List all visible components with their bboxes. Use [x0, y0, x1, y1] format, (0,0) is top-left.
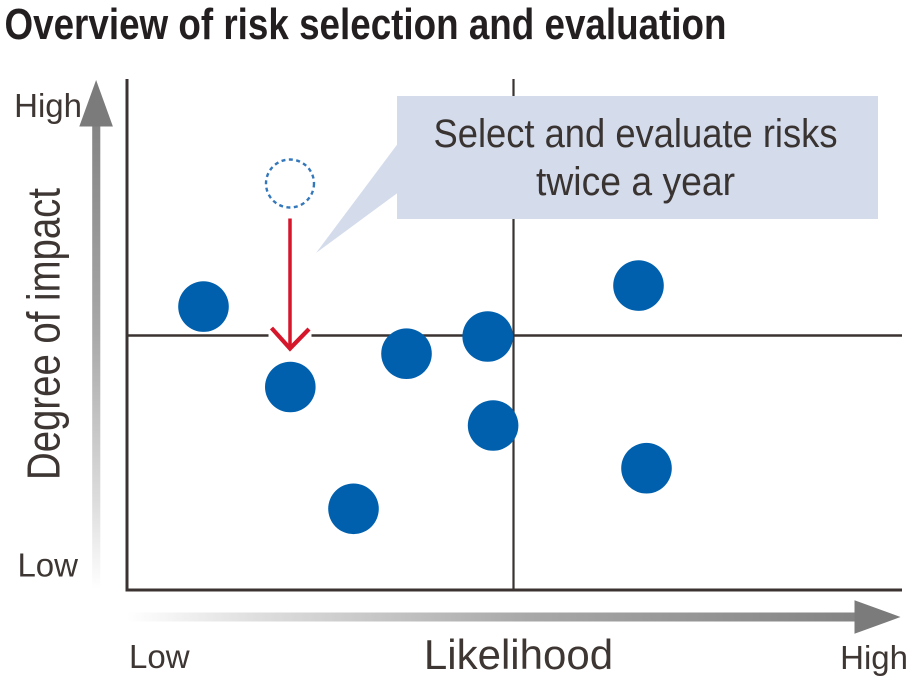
svg-text:Select and evaluate risks: Select and evaluate risks	[434, 112, 838, 156]
svg-text:twice a year: twice a year	[536, 160, 735, 204]
svg-text:High: High	[840, 639, 908, 676]
svg-text:Low: Low	[17, 547, 78, 584]
svg-text:Degree of impact: Degree of impact	[18, 188, 70, 480]
svg-text:High: High	[14, 87, 82, 124]
svg-text:Overview of risk selection and: Overview of risk selection and evaluatio…	[5, 0, 727, 49]
svg-text:Low: Low	[129, 638, 190, 675]
svg-text:Likelihood: Likelihood	[424, 631, 613, 678]
